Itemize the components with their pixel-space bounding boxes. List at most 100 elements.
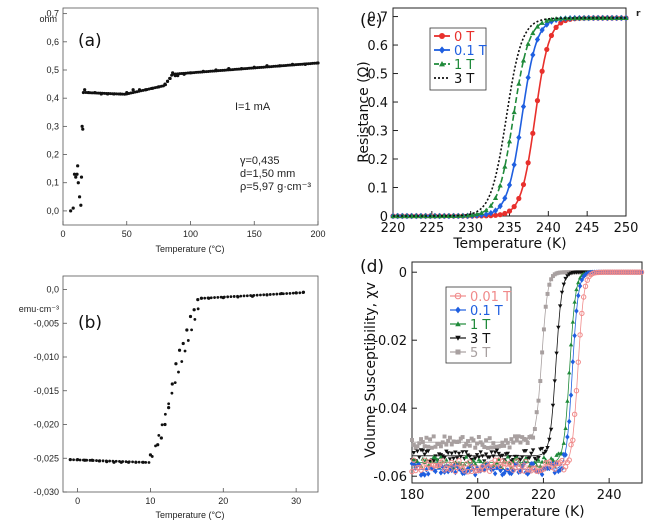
panel-d-marker — [451, 456, 456, 461]
panel-d-marker — [426, 449, 431, 454]
panel-a-point — [81, 127, 85, 131]
panel-d-marker — [547, 437, 552, 442]
panel-d-legend-marker — [455, 321, 461, 327]
panel-a-ytick-label: 0,2 — [46, 150, 59, 160]
panel-d-marker — [473, 471, 478, 478]
panel-c-marker — [534, 23, 541, 29]
panel-c-marker — [544, 46, 550, 53]
panel-b-xtick-label: 30 — [291, 496, 301, 506]
panel-a-xtick-label: 100 — [183, 229, 198, 239]
panel-d-marker — [457, 439, 461, 444]
panel-d-marker — [582, 283, 589, 289]
panel-c-marker — [539, 68, 545, 74]
panel-d-marker — [541, 455, 547, 460]
panel-a-xtick-label: 200 — [310, 229, 325, 239]
panel-d-marker — [466, 439, 471, 444]
panel-d-marker — [442, 434, 447, 439]
panel-b: 0 10 20 30 0,0 -0,005 -0,010 -0,015 -0,020 -0,025… — [19, 275, 319, 520]
panel-b-point — [252, 293, 256, 297]
panel-d-marker — [449, 451, 454, 456]
panel-d-marker — [417, 441, 422, 446]
panel-d-marker — [482, 445, 487, 450]
panel-a-point — [79, 203, 83, 207]
panel-c-marker — [502, 195, 508, 202]
panel-d-marker — [530, 461, 536, 467]
panel-c-marker — [464, 212, 471, 218]
panel-c-xlabel: Temperature (K) — [452, 236, 566, 252]
panel-c-marker — [441, 213, 447, 219]
panel-d-marker — [424, 435, 429, 440]
panel-d-marker — [498, 443, 503, 448]
panel-d-marker — [529, 451, 534, 456]
panel-c-marker — [567, 15, 573, 21]
panel-d-marker — [460, 435, 465, 440]
panel-d-marker — [433, 444, 438, 449]
panel-c-ytick-label: 0.5 — [367, 68, 388, 83]
panel-b-point — [91, 459, 95, 462]
panel-b-point — [156, 443, 160, 447]
panel-d-legend-marker — [454, 292, 462, 300]
panel-d-marker — [531, 435, 536, 440]
panel-c-marker — [534, 98, 541, 104]
panel-b-point — [98, 459, 102, 463]
panel-b-ytick-label: -0,020 — [33, 420, 59, 430]
panel-c-marker — [474, 211, 480, 217]
panel-b-ytick-label: 0,0 — [46, 285, 59, 295]
panel-d-marker — [433, 455, 438, 460]
panel-c-legend-label: 1 T — [454, 58, 474, 73]
panel-a-xtick-label: 150 — [247, 229, 262, 239]
panel-b-point — [147, 461, 151, 464]
panel-d-marker — [541, 451, 547, 456]
panel-d-marker — [543, 460, 549, 466]
panel-b-ytick-label: -0,005 — [33, 318, 59, 328]
panel-c-marker — [548, 16, 555, 22]
panel-b-point — [180, 360, 184, 363]
panel-b-point — [177, 370, 180, 374]
panel-c-marker — [516, 195, 522, 202]
panel-c-ytick-label: 0.2 — [367, 153, 388, 168]
panel-d-marker — [557, 467, 563, 473]
panel-d-marker — [492, 470, 498, 477]
panel-b-point — [183, 349, 187, 353]
panel-a-point — [74, 175, 78, 179]
panel-d-xtick-label: 240 — [597, 488, 622, 503]
panel-c-marker — [595, 15, 601, 21]
panel-d-marker — [543, 449, 548, 454]
panel-c-marker — [530, 30, 536, 36]
panel-d-marker — [449, 442, 454, 447]
panel-b-point — [301, 291, 305, 295]
panel-d-marker — [419, 437, 424, 442]
panel-d-marker — [411, 457, 417, 463]
panel-d-marker — [447, 457, 453, 462]
panel-d-marker — [456, 458, 462, 464]
panel-b-point — [236, 294, 239, 298]
panel-d-marker — [410, 438, 414, 443]
panel-a-annotation: γ=0,435 — [240, 155, 279, 167]
panel-d-ytick-label: -0.04 — [373, 402, 407, 417]
panel-d-marker — [566, 457, 572, 463]
panel-d-marker — [421, 457, 428, 464]
panel-b-point — [68, 458, 72, 461]
panel-c-ytick-label: 0.4 — [367, 96, 388, 111]
panel-b-point — [226, 295, 230, 299]
panel-d-marker — [509, 470, 514, 477]
panel-d-marker — [516, 434, 521, 439]
panel-c-marker — [418, 213, 424, 219]
panel-d-marker — [489, 450, 494, 455]
panel-c-marker — [511, 109, 517, 115]
panel-a-point — [71, 206, 75, 210]
panel-a-ytick-label: 0,7 — [46, 9, 59, 19]
panel-d-marker — [422, 452, 427, 457]
panel-c-marker — [437, 213, 443, 219]
panel-a-point — [166, 80, 170, 84]
panel-a-xtick-label: 0 — [60, 229, 65, 239]
panel-d-marker — [464, 450, 469, 455]
panel-c-marker — [520, 103, 527, 110]
panel-c-marker — [488, 203, 494, 208]
panel-c-marker — [576, 15, 582, 21]
panel-d-marker — [411, 442, 416, 447]
panel-b-point — [121, 460, 125, 463]
panel-d-marker — [426, 471, 431, 477]
panel-c-marker — [502, 210, 508, 217]
